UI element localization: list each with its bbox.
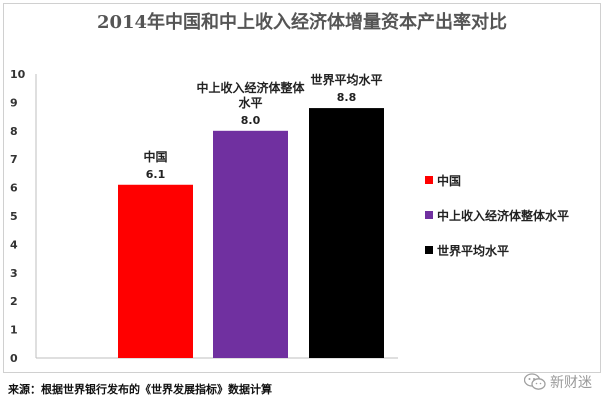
y-tick-label: 2	[10, 295, 18, 308]
brand-watermark: 新财迷	[524, 372, 592, 392]
y-tick-label: 10	[10, 68, 26, 81]
y-tick-label: 0	[10, 352, 18, 365]
legend-item: 中上收入经济体整体水平	[425, 208, 570, 223]
legend-label: 中上收入经济体整体水平	[437, 208, 570, 223]
y-tick-label: 7	[10, 153, 18, 166]
bar-chart: 0 1 2 3 4 5 6 7 8 9 10 6.1 中国 8.0 中上收入经济体整体水平 8.8 世界平均水…	[10, 68, 398, 365]
y-tick-label: 9	[10, 96, 18, 109]
bar-category-label: 中国	[143, 149, 167, 164]
legend-swatch	[425, 176, 433, 184]
chart-title: 2014年中国和中上收入经济体增量资本产出率对比	[96, 12, 508, 33]
bar-2	[213, 130, 288, 358]
source-note: 来源：根据世界银行发布的《世界发展指标》数据计算	[8, 383, 272, 396]
legend-item: 世界平均水平	[425, 243, 569, 258]
legend-item: 中国	[425, 173, 569, 188]
chart-frame	[3, 3, 601, 373]
legend-label: 世界平均水平	[437, 243, 510, 258]
y-tick-label: 8	[10, 125, 18, 138]
legend: 中国中上收入经济体整体水平 世界平均水平	[425, 173, 569, 278]
bar-value-label: 8.8	[337, 91, 357, 104]
legend-swatch	[425, 246, 433, 254]
wechat-icon	[524, 373, 546, 390]
y-tick-label: 5	[10, 210, 18, 223]
bar-3	[309, 108, 384, 358]
bar-1	[118, 184, 193, 358]
legend-label: 中国	[437, 173, 462, 188]
y-tick-label: 6	[10, 182, 18, 195]
bar-value-label: 8.0	[241, 114, 261, 127]
bar-value-label: 6.1	[146, 168, 166, 181]
y-tick-label: 3	[10, 267, 18, 280]
brand-label: 新财迷	[550, 375, 592, 391]
bar-category-label: 中上收入经济体整体水平	[196, 80, 305, 110]
bar-category-label: 世界平均水平	[310, 72, 382, 87]
legend-swatch	[425, 211, 433, 219]
y-tick-label: 1	[10, 324, 18, 337]
y-tick-label: 4	[10, 238, 18, 251]
